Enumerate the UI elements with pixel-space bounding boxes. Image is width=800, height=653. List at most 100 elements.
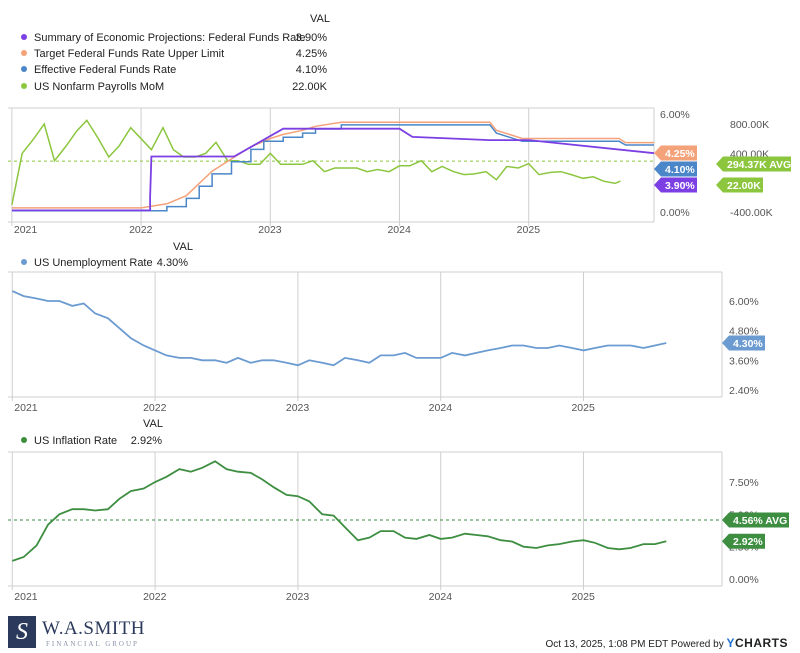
unemployment-y-tick-label: 4.80% bbox=[729, 326, 759, 338]
series-line-unemployment bbox=[11, 290, 667, 367]
label-badge-unemployment-text: 4.30% bbox=[733, 338, 763, 350]
legend-dot-sep bbox=[21, 34, 27, 40]
legend-item-payrolls[interactable]: US Nonfarm Payrolls MoM 22.00K bbox=[21, 81, 328, 93]
inflation-x-tick-label: 2021 bbox=[14, 591, 38, 603]
logo-subtitle: FINANCIAL GROUP bbox=[46, 640, 139, 648]
inflation-x-tick-label: 2023 bbox=[286, 591, 310, 603]
label-badge-unemployment: 4.30% bbox=[722, 335, 765, 351]
legend-dot-payrolls bbox=[21, 83, 27, 89]
unemployment-panel: VAL US Unemployment Rate 4.30% 2021 2022 2… bbox=[8, 241, 765, 414]
label-badge-effective-shape bbox=[654, 161, 697, 177]
rates-right-tick-label: -400.00K bbox=[730, 207, 773, 219]
unemployment-x-tick-label: 2024 bbox=[429, 402, 453, 414]
legend-dot-effective bbox=[21, 66, 27, 72]
label-badge-effective: 4.10% bbox=[654, 161, 697, 177]
legend-item-inflation[interactable]: US Inflation Rate 2.92% bbox=[21, 435, 162, 447]
legend-val-sep: 3.90% bbox=[296, 32, 327, 44]
inflation-panel: VAL US Inflation Rate 2.92% 2021 2022 2023… bbox=[8, 418, 789, 603]
legend-val-target: 4.25% bbox=[296, 48, 327, 60]
legend-item-unemployment[interactable]: US Unemployment Rate 4.30% bbox=[21, 257, 188, 269]
legend-val-payrolls: 22.00K bbox=[292, 81, 328, 93]
label-badge-target-text: 4.25% bbox=[665, 148, 695, 160]
label-badge-payrolls-avg-text: 294.37K AVG bbox=[727, 159, 791, 171]
label-badge-inflation-avg-text: 4.56% AVG bbox=[733, 515, 787, 527]
inflation-legend-val-header: VAL bbox=[143, 418, 163, 430]
timestamp: Oct 13, 2025, 1:08 PM EDT Powered by bbox=[545, 639, 724, 650]
legend-dot-target bbox=[21, 50, 27, 56]
rates-x-tick-label: 2021 bbox=[14, 224, 38, 236]
label-badge-payrolls-shape bbox=[716, 177, 763, 193]
label-badge-sep-shape bbox=[654, 177, 697, 193]
label-badge-payrolls-text: 22.00K bbox=[727, 180, 761, 192]
footer: S W.A.SMITH FINANCIAL GROUP Oct 13, 2025… bbox=[0, 612, 800, 653]
inflation-y-tick-label: 0.00% bbox=[729, 574, 759, 586]
ycharts-brand-y: Y bbox=[726, 636, 735, 650]
label-badge-target: 4.25% bbox=[654, 145, 697, 161]
series-line-target bbox=[11, 121, 654, 209]
rates-left-tick-label: 6.00% bbox=[660, 109, 690, 121]
rates-panel: VAL Summary of Economic Projections: Fed… bbox=[8, 13, 791, 236]
inflation-x-tick-label: 2024 bbox=[429, 591, 453, 603]
unemployment-x-tick-label: 2021 bbox=[14, 402, 38, 414]
unemployment-y-tick-label: 6.00% bbox=[729, 296, 759, 308]
series-line-payrolls bbox=[11, 119, 621, 205]
label-badge-inflation-text: 2.92% bbox=[733, 536, 763, 548]
label-badge-sep-text: 3.90% bbox=[665, 180, 695, 192]
unemployment-x-tick-label: 2022 bbox=[143, 402, 167, 414]
label-badge-target-shape bbox=[654, 145, 697, 161]
rates-left-tick-label: 0.00% bbox=[660, 207, 690, 219]
legend-label-payrolls: US Nonfarm Payrolls MoM bbox=[34, 81, 164, 93]
rates-legend: VAL Summary of Economic Projections: Fed… bbox=[21, 13, 330, 93]
unemployment-plot: 2021 2022 2023 2024 2025 6.00% 4.80% 3.60% 2.40%… bbox=[8, 271, 765, 414]
inflation-x-tick-label: 2022 bbox=[143, 591, 167, 603]
series-line-sep bbox=[11, 127, 655, 212]
label-badge-payrolls: 22.00K bbox=[716, 177, 763, 193]
label-badge-sep: 3.90% bbox=[654, 177, 697, 193]
label-badge-inflation-shape bbox=[722, 533, 765, 549]
label-badge-payrolls-avg: 294.37K AVG bbox=[716, 156, 791, 172]
legend-val-unemployment: 4.30% bbox=[157, 257, 188, 269]
legend-val-effective: 4.10% bbox=[296, 64, 327, 76]
inflation-plot: 202120222023202420257.50%5.00%2.50%0.00%… bbox=[8, 451, 789, 603]
legend-label-unemployment: US Unemployment Rate bbox=[34, 257, 153, 269]
label-badge-inflation: 2.92% bbox=[722, 533, 765, 549]
unemployment-y-tick-label: 3.60% bbox=[729, 355, 759, 367]
legend-val-inflation: 2.92% bbox=[131, 435, 162, 447]
ycharts-brand-rest: CHARTS bbox=[735, 636, 788, 650]
charts-canvas: VAL Summary of Economic Projections: Fed… bbox=[8, 13, 791, 603]
series-line-inflation bbox=[12, 460, 667, 562]
logo-name: W.A.SMITH bbox=[42, 618, 146, 639]
label-badge-inflation-avg-shape bbox=[722, 512, 789, 528]
label-badge-unemployment-shape bbox=[722, 335, 765, 351]
legend-item-sep[interactable]: Summary of Economic Projections: Federal… bbox=[21, 32, 327, 44]
footer-attribution: Oct 13, 2025, 1:08 PM EDT Powered by YCH… bbox=[545, 636, 788, 650]
legend-label-effective: Effective Federal Funds Rate bbox=[34, 64, 176, 76]
unemployment-x-tick-label: 2025 bbox=[571, 402, 595, 414]
rates-x-tick-label: 2023 bbox=[258, 224, 282, 236]
rates-x-tick-label: 2024 bbox=[387, 224, 411, 236]
rates-plot: 2021 2022 2023 2024 20256.00%0.00%800.00K400… bbox=[8, 107, 791, 236]
legend-item-effective[interactable]: Effective Federal Funds Rate 4.10% bbox=[21, 64, 327, 76]
label-badge-effective-text: 4.10% bbox=[665, 164, 695, 176]
rates-right-tick-label: 800.00K bbox=[730, 119, 769, 131]
rates-legend-val-header: VAL bbox=[310, 13, 330, 25]
unemployment-x-tick-label: 2023 bbox=[286, 402, 310, 414]
inflation-x-tick-label: 2025 bbox=[571, 591, 595, 603]
rates-x-tick-label: 2025 bbox=[517, 224, 541, 236]
series-line-effective bbox=[11, 124, 654, 212]
legend-label-sep: Summary of Economic Projections: Federal… bbox=[34, 32, 305, 44]
company-logo: S W.A.SMITH FINANCIAL GROUP bbox=[8, 616, 158, 650]
label-badge-inflation-avg: 4.56% AVG bbox=[722, 512, 789, 528]
legend-label-target: Target Federal Funds Rate Upper Limit bbox=[34, 48, 224, 60]
legend-label-inflation: US Inflation Rate bbox=[34, 435, 117, 447]
legend-dot-inflation bbox=[21, 437, 27, 443]
logo-mark-icon: S bbox=[8, 616, 36, 648]
unemployment-y-tick-label: 2.40% bbox=[729, 385, 759, 397]
label-badge-payrolls-avg-shape bbox=[716, 156, 791, 172]
legend-dot-unemployment bbox=[21, 259, 27, 265]
rates-x-tick-label: 2022 bbox=[129, 224, 153, 236]
unemployment-legend-val-header: VAL bbox=[173, 241, 193, 253]
ycharts-brand[interactable]: YCHARTS bbox=[726, 636, 788, 650]
inflation-y-tick-label: 7.50% bbox=[729, 477, 759, 489]
legend-item-target[interactable]: Target Federal Funds Rate Upper Limit 4.… bbox=[21, 48, 327, 60]
